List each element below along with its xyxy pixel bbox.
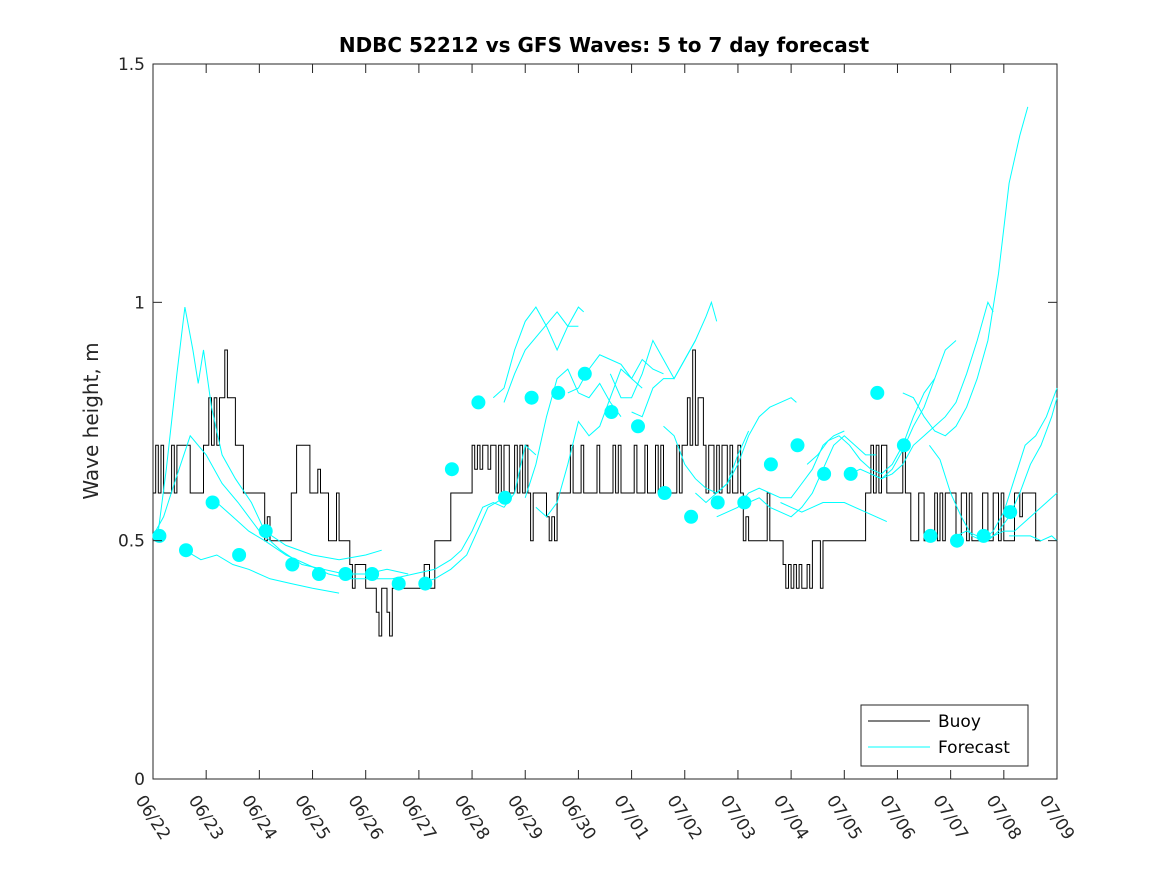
forecast-marker	[524, 390, 539, 405]
x-tick-label: 07/07	[928, 792, 971, 844]
forecast-marker	[790, 438, 805, 453]
forecast-marker	[843, 466, 858, 481]
forecast-line	[982, 492, 1058, 542]
forecast-marker	[604, 405, 619, 419]
forecast-line	[152, 307, 382, 561]
forecast-marker	[471, 395, 486, 410]
y-axis: 0 0.5 1 1.5	[118, 55, 1057, 790]
forecast-markers	[152, 366, 1018, 591]
forecast-marker	[577, 366, 592, 381]
forecast-marker	[179, 543, 193, 558]
forecast-line	[663, 425, 750, 494]
y-tick-label: 0.5	[118, 532, 145, 552]
x-tick-label: 07/04	[769, 792, 812, 844]
x-tick-label: 06/23	[184, 792, 227, 844]
chart-title: NDBC 52212 vs GFS Waves: 5 to 7 day fore…	[339, 33, 870, 57]
forecast-line	[716, 430, 845, 518]
x-tick-label: 06/22	[131, 792, 174, 844]
forecast-marker	[1003, 505, 1018, 520]
forecast-line	[567, 354, 643, 394]
forecast-marker	[551, 385, 566, 400]
x-tick-label: 06/26	[344, 792, 387, 844]
buoy-series	[153, 349, 1041, 637]
x-tick-label: 06/27	[397, 792, 440, 844]
plot-area	[152, 63, 1058, 780]
y-axis-label: Wave height, m	[79, 342, 103, 499]
x-tick-label: 07/09	[1035, 792, 1078, 844]
forecast-line	[695, 397, 797, 504]
forecast-line	[806, 378, 936, 475]
buoy-line	[153, 349, 1041, 637]
y-tick-label: 0	[134, 770, 145, 790]
forecast-marker	[870, 385, 885, 400]
forecast-line	[748, 435, 877, 518]
y-tick-label: 1	[134, 293, 145, 313]
x-tick-label: 06/29	[503, 792, 546, 844]
x-tick-label: 06/30	[556, 792, 599, 844]
forecast-marker	[232, 548, 247, 562]
forecast-marker	[950, 533, 964, 548]
forecast-marker	[498, 490, 512, 505]
forecast-marker	[631, 419, 645, 434]
forecast-line	[870, 300, 994, 480]
forecast-marker	[923, 528, 938, 543]
forecast-marker	[737, 495, 752, 510]
x-tick-label: 07/05	[822, 792, 865, 844]
forecast-line	[184, 549, 340, 594]
forecast-marker	[311, 567, 326, 581]
legend-box	[860, 704, 1029, 767]
forecast-marker	[338, 567, 353, 581]
x-tick-label: 07/06	[875, 792, 918, 844]
x-tick-label: 06/24	[237, 792, 280, 844]
forecast-marker	[684, 509, 699, 524]
forecast-line	[418, 497, 505, 585]
forecast-marker	[896, 438, 911, 453]
forecast-line	[631, 300, 718, 418]
legend-entry-forecast: Forecast	[938, 738, 1010, 758]
forecast-marker	[817, 466, 832, 481]
x-tick-label: 06/25	[290, 792, 333, 844]
forecast-line	[216, 444, 537, 580]
plot-frame	[152, 63, 1058, 780]
forecast-marker	[444, 462, 459, 477]
forecast-marker	[763, 457, 778, 472]
forecast-line	[503, 311, 579, 403]
forecast-series	[152, 106, 1058, 594]
forecast-line	[1009, 535, 1058, 542]
forecast-marker	[657, 486, 672, 500]
forecast-line	[535, 358, 664, 518]
y-tick-label: 1.5	[118, 55, 145, 75]
forecast-marker	[152, 528, 167, 543]
x-tick-label: 06/28	[450, 792, 493, 844]
x-tick-label: 07/03	[716, 792, 759, 844]
forecast-line	[928, 387, 1058, 542]
forecast-marker	[285, 557, 300, 572]
forecast-marker	[976, 528, 991, 543]
legend: Buoy Forecast	[860, 704, 1029, 767]
forecast-marker	[391, 576, 406, 591]
x-tick-label: 07/08	[982, 792, 1025, 844]
x-tick-label: 07/02	[663, 792, 706, 844]
forecast-line	[780, 502, 888, 523]
x-tick-label: 07/01	[609, 792, 652, 844]
forecast-marker	[710, 495, 725, 510]
forecast-line	[955, 397, 1058, 542]
forecast-marker	[418, 576, 433, 591]
forecast-marker	[205, 495, 220, 510]
forecast-marker	[365, 567, 380, 581]
forecast-line	[524, 368, 622, 498]
forecast-marker	[258, 524, 273, 539]
forecast-line	[492, 306, 585, 399]
forecast-line	[902, 106, 1029, 437]
legend-entry-buoy: Buoy	[938, 712, 981, 732]
